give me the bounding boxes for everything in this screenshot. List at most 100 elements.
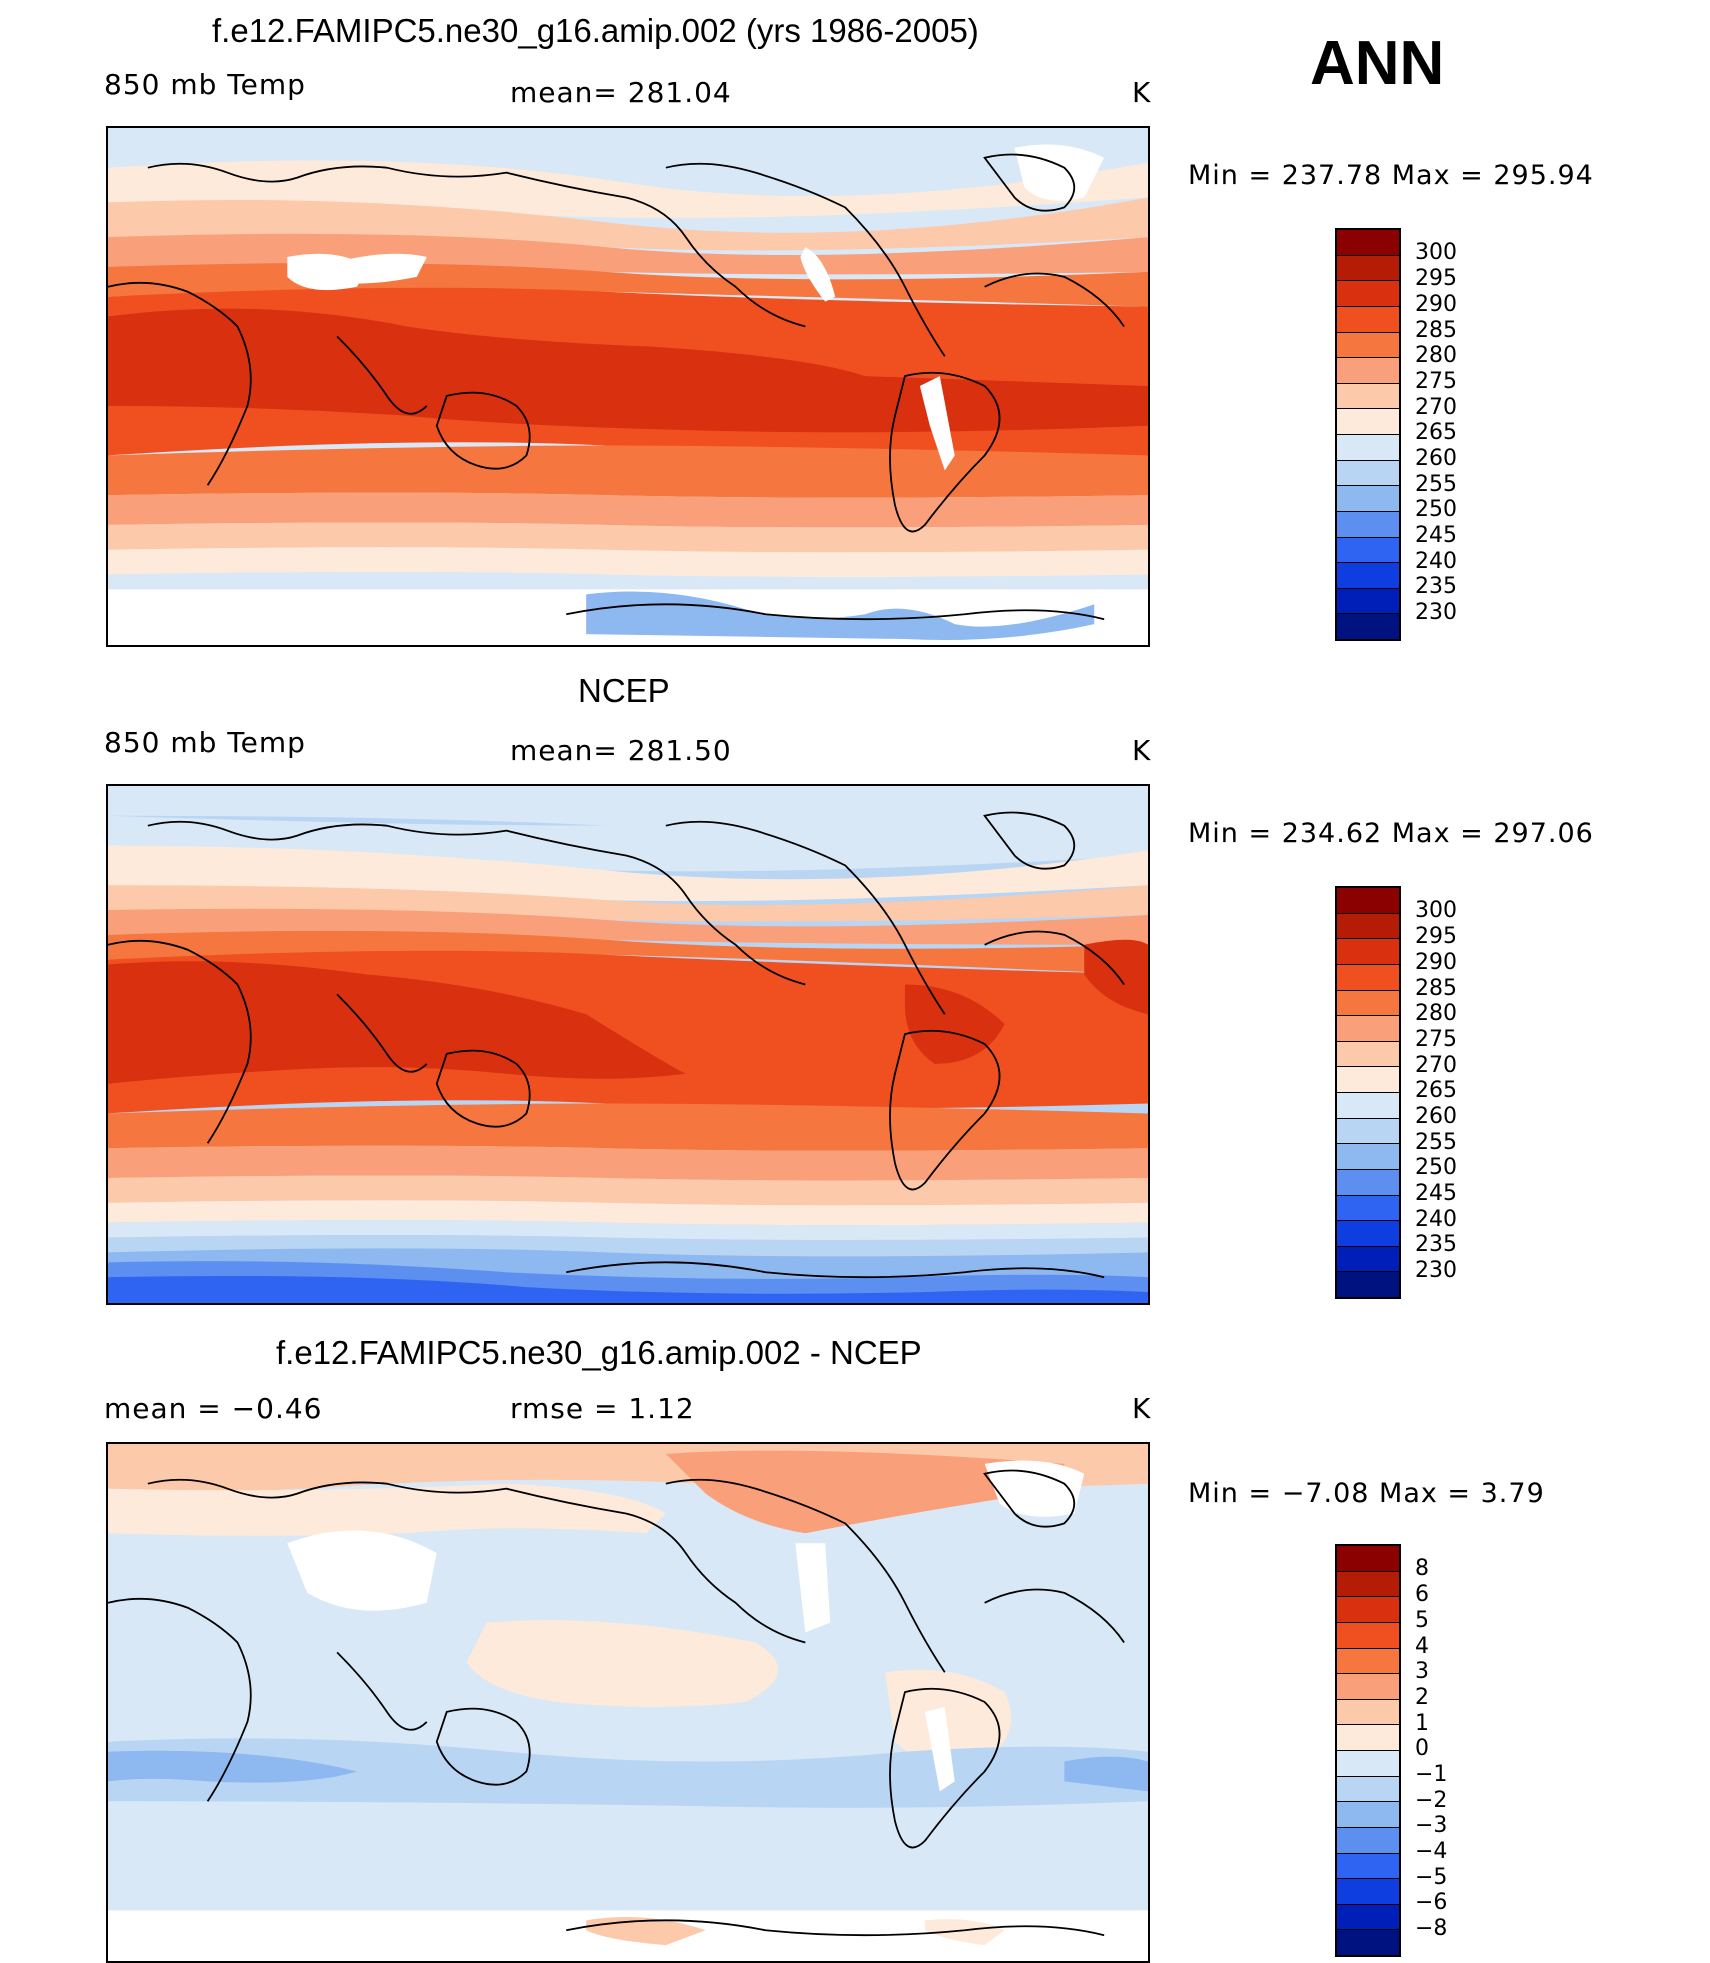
panel2-colorbar-label: 290 — [1415, 950, 1457, 975]
colorbar-swatch — [1337, 230, 1399, 256]
colorbar-swatch — [1337, 1144, 1399, 1170]
panel1-contour-plot — [108, 128, 1148, 645]
panel3-colorbar-label: 1 — [1415, 1711, 1429, 1736]
panel1-colorbar — [1335, 228, 1401, 641]
panel1-field-label: 850 mb Temp — [104, 68, 306, 101]
colorbar-swatch — [1337, 1853, 1399, 1880]
panel1-colorbar-label: 265 — [1415, 420, 1457, 445]
colorbar-swatch — [1337, 306, 1399, 333]
colorbar-swatch — [1337, 1093, 1399, 1119]
panel2-colorbar-label: 285 — [1415, 976, 1457, 1001]
colorbar-swatch — [1337, 1546, 1399, 1572]
panel3-min-max: Min = −7.08 Max = 3.79 — [1188, 1478, 1545, 1509]
season-label: ANN — [1310, 29, 1445, 98]
panel2-colorbar-label: 245 — [1415, 1181, 1457, 1206]
panel2-colorbar-label: 230 — [1415, 1258, 1457, 1283]
panel2-min-max: Min = 234.62 Max = 297.06 — [1188, 818, 1594, 849]
colorbar-swatch — [1337, 1571, 1399, 1598]
colorbar-swatch — [1337, 913, 1399, 940]
colorbar-swatch — [1337, 1272, 1399, 1297]
colorbar-swatch — [1337, 537, 1399, 564]
colorbar-swatch — [1337, 281, 1399, 307]
panel1-colorbar-label: 275 — [1415, 369, 1457, 394]
panel2-title: NCEP — [578, 672, 670, 709]
panel2-colorbar-label: 260 — [1415, 1104, 1457, 1129]
colorbar-swatch — [1337, 1118, 1399, 1145]
colorbar-swatch — [1337, 939, 1399, 965]
panel2-colorbar-label: 300 — [1415, 898, 1457, 923]
colorbar-swatch — [1337, 1195, 1399, 1222]
colorbar-swatch — [1337, 1699, 1399, 1726]
colorbar-swatch — [1337, 1751, 1399, 1777]
colorbar-swatch — [1337, 1221, 1399, 1247]
panel3-colorbar-label: 4 — [1415, 1634, 1429, 1659]
panel2-colorbar — [1335, 886, 1401, 1299]
colorbar-swatch — [1337, 990, 1399, 1017]
panel2-colorbar-label: 250 — [1415, 1155, 1457, 1180]
panel1-colorbar-label: 290 — [1415, 292, 1457, 317]
panel1-colorbar-label: 270 — [1415, 395, 1457, 420]
colorbar-swatch — [1337, 332, 1399, 359]
colorbar-swatch — [1337, 1827, 1399, 1854]
panel3-colorbar-label: 8 — [1415, 1556, 1429, 1581]
panel2-field-label: 850 mb Temp — [104, 726, 306, 759]
panel3-colorbar-label: 5 — [1415, 1608, 1429, 1633]
colorbar-swatch — [1337, 460, 1399, 487]
panel3-colorbar-label: −1 — [1415, 1762, 1448, 1787]
colorbar-swatch — [1337, 1622, 1399, 1649]
panel3-colorbar-label: −4 — [1415, 1839, 1448, 1864]
panel1-colorbar-label: 280 — [1415, 343, 1457, 368]
panel1-colorbar-label: 295 — [1415, 266, 1457, 291]
panel1-colorbar-label: 240 — [1415, 549, 1457, 574]
colorbar-swatch — [1337, 614, 1399, 639]
panel3-contour-plot — [108, 1444, 1148, 1961]
panel2-colorbar-label: 235 — [1415, 1232, 1457, 1257]
colorbar-swatch — [1337, 383, 1399, 410]
panel2-colorbar-label: 295 — [1415, 924, 1457, 949]
panel2-colorbar-label: 270 — [1415, 1053, 1457, 1078]
colorbar-swatch — [1337, 1930, 1399, 1955]
panel3-colorbar-label: 3 — [1415, 1659, 1429, 1684]
panel1-min-max: Min = 237.78 Max = 295.94 — [1188, 160, 1594, 191]
panel3-colorbar-label: 6 — [1415, 1582, 1429, 1607]
panel2-colorbar-label: 275 — [1415, 1027, 1457, 1052]
panel3-colorbar — [1335, 1544, 1401, 1957]
colorbar-swatch — [1337, 563, 1399, 589]
colorbar-swatch — [1337, 1067, 1399, 1093]
panel2-contour-plot — [108, 786, 1148, 1303]
panel1-mean-label: mean= 281.04 — [510, 76, 732, 109]
colorbar-swatch — [1337, 1041, 1399, 1068]
panel1-colorbar-label: 300 — [1415, 240, 1457, 265]
colorbar-swatch — [1337, 1904, 1399, 1931]
colorbar-swatch — [1337, 964, 1399, 991]
colorbar-swatch — [1337, 486, 1399, 512]
panel3-colorbar-label: −2 — [1415, 1788, 1448, 1813]
panel2-units-label: K — [1132, 734, 1152, 767]
panel1-colorbar-label: 285 — [1415, 318, 1457, 343]
colorbar-swatch — [1337, 358, 1399, 384]
panel1-colorbar-label: 230 — [1415, 600, 1457, 625]
panel2-colorbar-label: 265 — [1415, 1078, 1457, 1103]
colorbar-swatch — [1337, 1725, 1399, 1751]
panel1-colorbar-label: 260 — [1415, 446, 1457, 471]
panel3-colorbar-label: −5 — [1415, 1865, 1448, 1890]
panel3-map — [106, 1442, 1150, 1963]
colorbar-swatch — [1337, 435, 1399, 461]
colorbar-swatch — [1337, 888, 1399, 914]
colorbar-swatch — [1337, 1648, 1399, 1675]
colorbar-swatch — [1337, 1016, 1399, 1042]
panel1-colorbar-label: 245 — [1415, 523, 1457, 548]
panel3-title: f.e12.FAMIPC5.ne30_g16.amip.002 - NCEP — [276, 1334, 922, 1371]
colorbar-swatch — [1337, 1776, 1399, 1803]
panel3-colorbar-label: 2 — [1415, 1685, 1429, 1710]
panel3-rmse-label: rmse = 1.12 — [510, 1392, 695, 1425]
colorbar-swatch — [1337, 1674, 1399, 1700]
panel3-colorbar-label: 0 — [1415, 1736, 1429, 1761]
panel2-colorbar-label: 255 — [1415, 1130, 1457, 1155]
colorbar-swatch — [1337, 1802, 1399, 1828]
panel3-colorbar-label: −3 — [1415, 1813, 1448, 1838]
panel3-units-label: K — [1132, 1392, 1152, 1425]
panel3-mean-label: mean = −0.46 — [104, 1392, 323, 1425]
panel2-mean-label: mean= 281.50 — [510, 734, 732, 767]
panel1-units-label: K — [1132, 76, 1152, 109]
